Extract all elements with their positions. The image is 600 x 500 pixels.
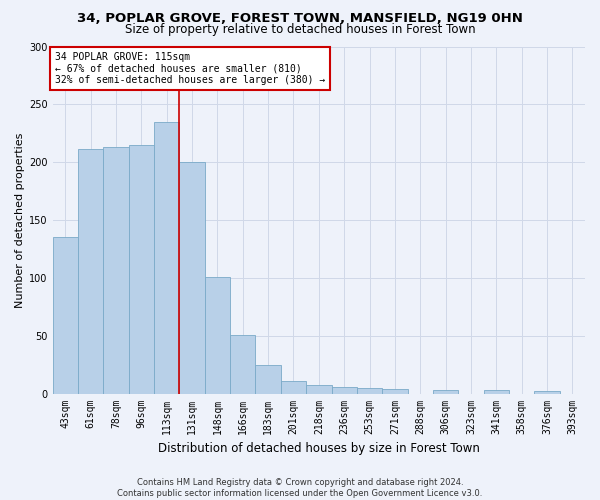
Bar — [535, 391, 560, 394]
Bar — [382, 389, 407, 394]
Y-axis label: Number of detached properties: Number of detached properties — [15, 132, 25, 308]
Text: Contains HM Land Registry data © Crown copyright and database right 2024.
Contai: Contains HM Land Registry data © Crown c… — [118, 478, 482, 498]
Bar — [306, 386, 332, 394]
Bar — [357, 388, 382, 394]
Bar — [154, 122, 179, 394]
Bar — [205, 276, 230, 394]
Bar — [103, 147, 129, 394]
Bar — [53, 238, 78, 394]
Text: 34, POPLAR GROVE, FOREST TOWN, MANSFIELD, NG19 0HN: 34, POPLAR GROVE, FOREST TOWN, MANSFIELD… — [77, 12, 523, 26]
Bar — [281, 381, 306, 394]
Bar — [78, 150, 103, 394]
Bar — [230, 334, 256, 394]
Bar — [484, 390, 509, 394]
Text: 34 POPLAR GROVE: 115sqm
← 67% of detached houses are smaller (810)
32% of semi-d: 34 POPLAR GROVE: 115sqm ← 67% of detache… — [55, 52, 326, 85]
Text: Size of property relative to detached houses in Forest Town: Size of property relative to detached ho… — [125, 22, 475, 36]
Bar — [332, 386, 357, 394]
Bar — [129, 145, 154, 394]
Bar — [256, 364, 281, 394]
Bar — [179, 162, 205, 394]
X-axis label: Distribution of detached houses by size in Forest Town: Distribution of detached houses by size … — [158, 442, 480, 455]
Bar — [433, 390, 458, 394]
